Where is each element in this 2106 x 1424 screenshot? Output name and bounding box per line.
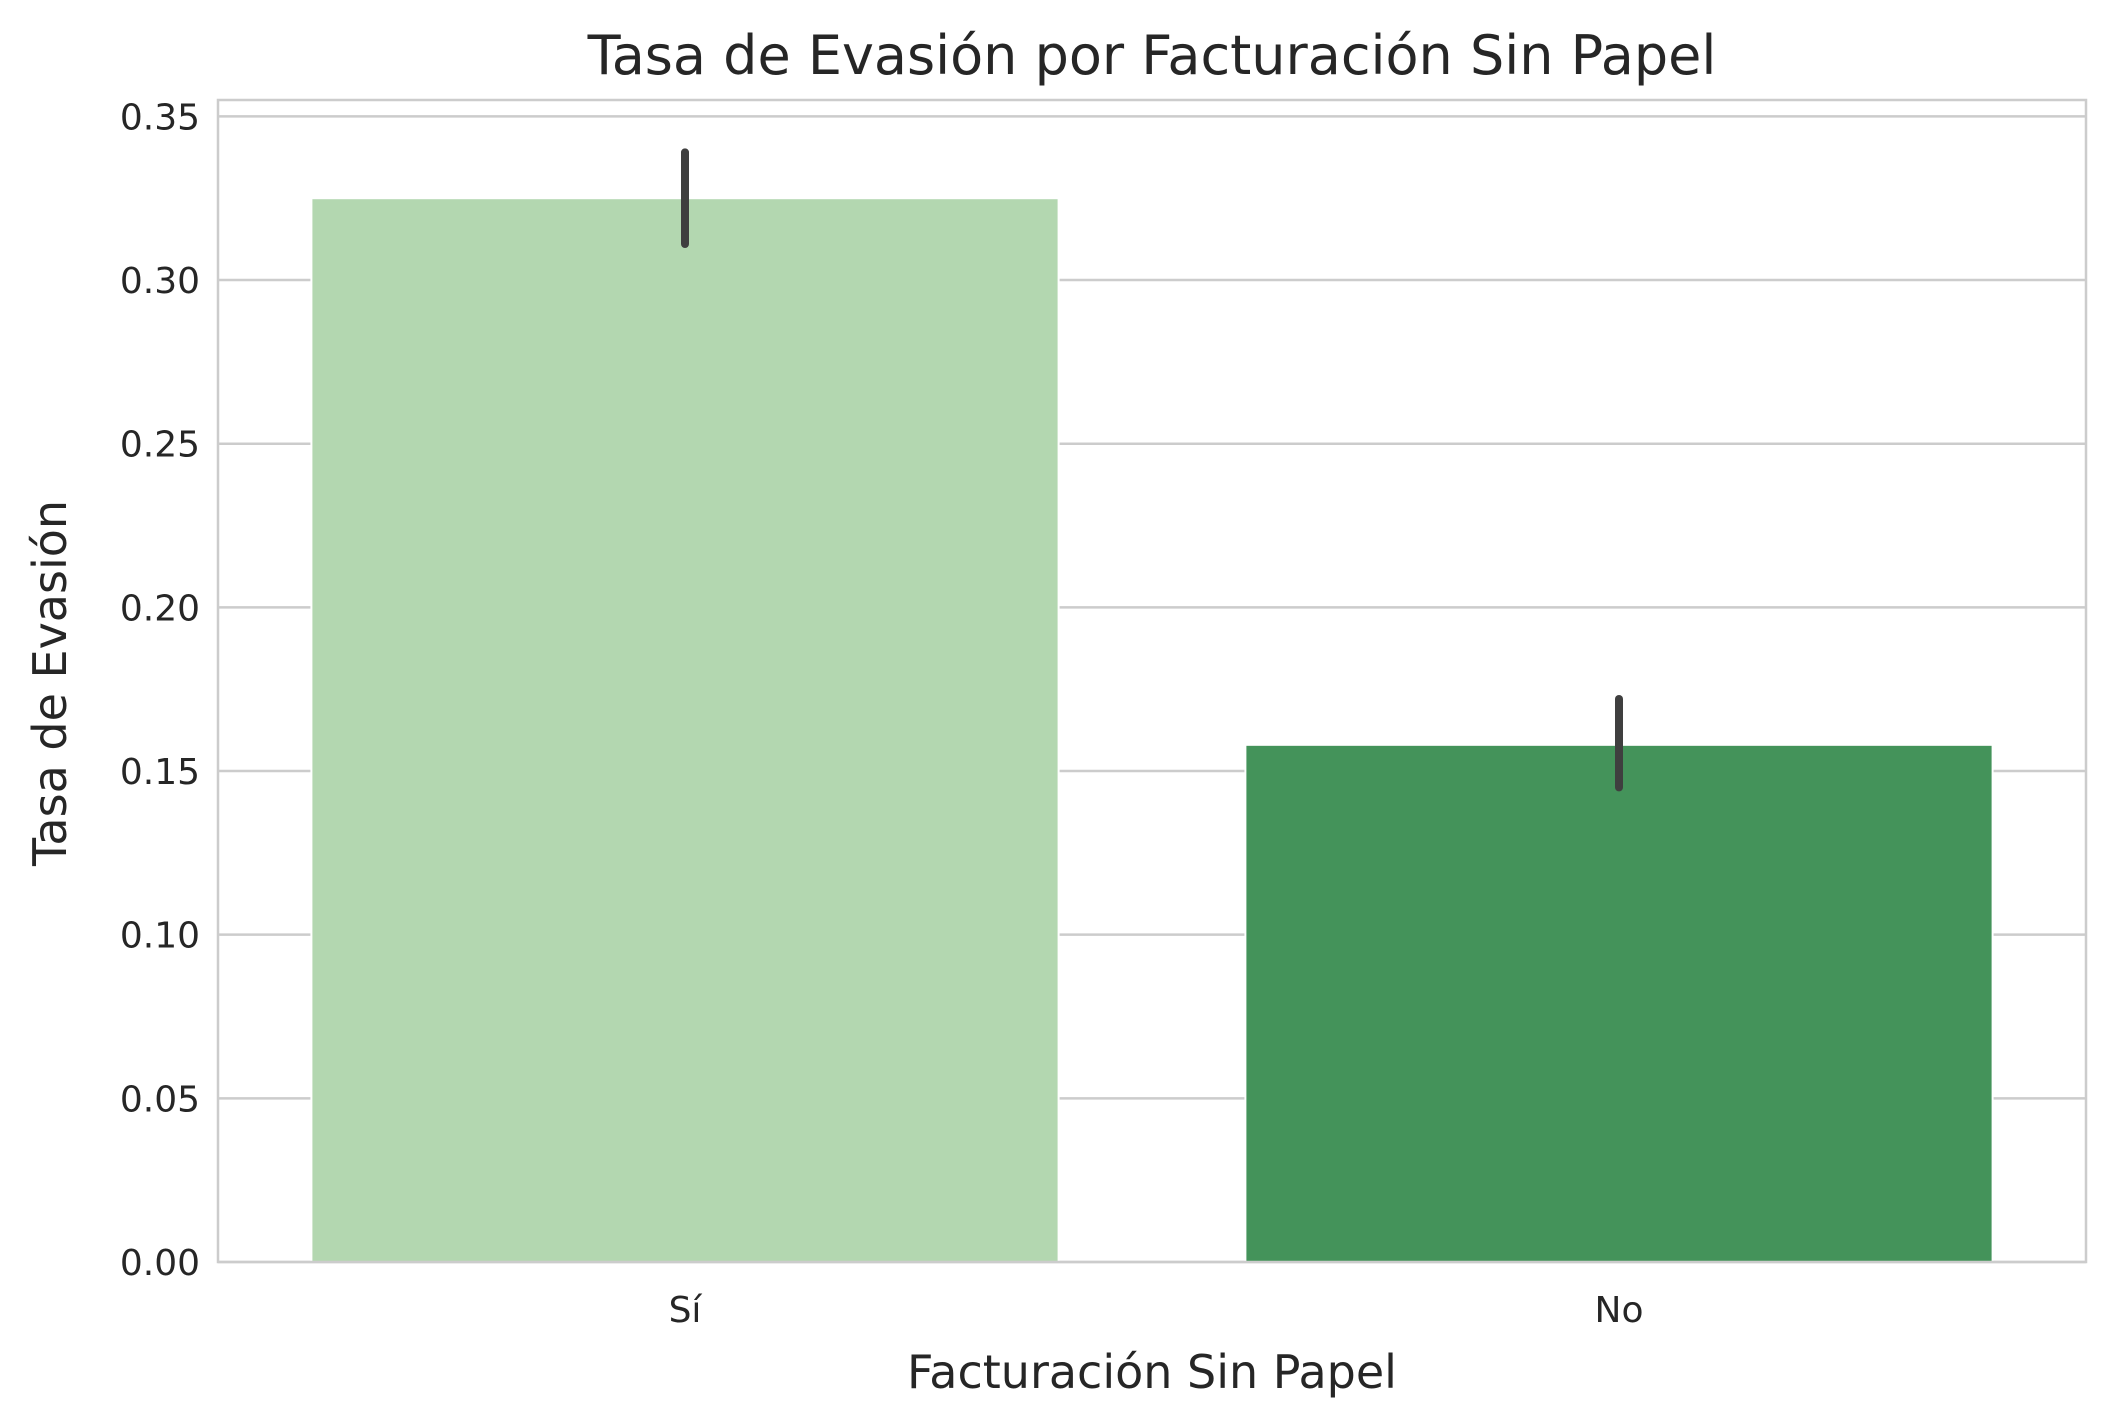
x-axis-label: Facturación Sin Papel	[907, 1345, 1397, 1399]
y-tick-label: 0.20	[120, 588, 200, 629]
chart-title: Tasa de Evasión por Facturación Sin Pape…	[587, 24, 1717, 87]
x-axis-ticks: Sí No	[669, 1290, 1644, 1331]
y-axis-label: Tasa de Evasión	[23, 500, 77, 867]
y-tick-label: 0.35	[120, 97, 200, 138]
errorbar-layer	[681, 148, 1623, 792]
plot-frame	[216, 98, 2088, 1264]
bar	[310, 197, 1060, 1264]
bar	[1244, 743, 1994, 1263]
y-axis-ticks: 0.00 0.05 0.10 0.15 0.20 0.25 0.30 0.35	[120, 97, 200, 1284]
y-tick-label: 0.30	[120, 261, 200, 302]
y-tick-label: 0.15	[120, 752, 200, 793]
y-tick-label: 0.05	[120, 1079, 200, 1120]
y-tick-label: 0.00	[120, 1243, 200, 1284]
bars-layer	[310, 197, 1994, 1264]
y-tick-label: 0.25	[120, 425, 200, 466]
x-tick-label: Sí	[669, 1290, 703, 1331]
x-tick-label: No	[1595, 1290, 1644, 1331]
y-tick-label: 0.10	[120, 916, 200, 957]
